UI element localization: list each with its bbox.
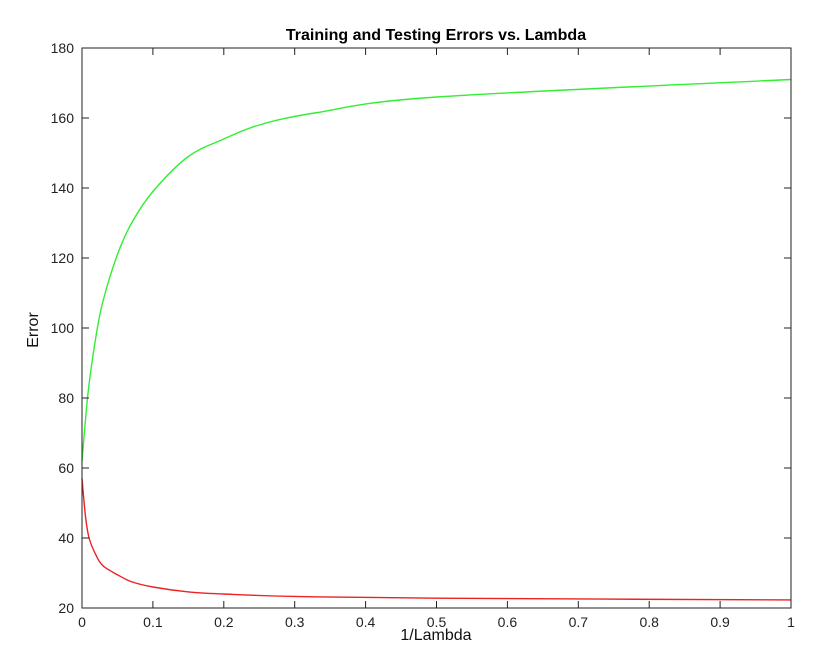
y-tick-label: 100 <box>51 320 75 336</box>
series-1-point <box>152 586 154 588</box>
x-tick-label: 0.1 <box>143 614 163 630</box>
x-tick-label: 0.6 <box>498 614 518 630</box>
x-tick-label: 0.4 <box>356 614 376 630</box>
y-tick-label: 160 <box>51 110 75 126</box>
series-0-point <box>116 253 119 256</box>
y-tick-label: 60 <box>58 460 74 476</box>
series-0-point <box>152 190 154 193</box>
x-tick-label: 0.9 <box>710 614 730 630</box>
x-tick-label: 0.2 <box>214 614 234 630</box>
x-tick-label: 0.8 <box>639 614 659 630</box>
axes-box <box>81 47 792 609</box>
series-0-point <box>223 138 225 140</box>
series-0-point <box>102 299 104 301</box>
x-tick-label: 0.3 <box>285 614 305 630</box>
ticks: 0 0.1 0.2 0.3 0.4 0.5 0.6 0.7 0.8 0.9 120406080100… <box>51 40 795 630</box>
y-tick-label: 40 <box>58 530 74 546</box>
chart-title: Training and Testing Errors vs. Lambda <box>286 27 586 44</box>
series-line-0 <box>81 78 792 462</box>
series-0-point <box>95 334 97 336</box>
y-tick-label: 20 <box>58 600 74 616</box>
series-0-point <box>435 96 438 98</box>
series-1-point <box>116 574 119 576</box>
series-1-point <box>95 554 97 557</box>
series-1-point <box>187 591 189 593</box>
series-line-1 <box>81 478 792 601</box>
series-1-point <box>131 581 133 583</box>
series-0-point <box>131 222 133 224</box>
x-tick-label: 0.7 <box>569 614 589 630</box>
series-1-point <box>435 597 438 599</box>
x-axis-label: 1/Lambda <box>400 627 471 644</box>
series-0-point <box>84 418 87 420</box>
x-tick-label: 0.5 <box>427 614 447 630</box>
y-tick-label: 140 <box>51 180 75 196</box>
plot-area <box>81 78 792 601</box>
series-0-point <box>315 112 317 114</box>
series-1-point <box>223 593 225 595</box>
series-0-point <box>258 124 260 126</box>
series-1-point <box>84 516 87 518</box>
y-tick-label: 120 <box>51 250 75 266</box>
y-axis-label: Error <box>25 312 42 348</box>
x-tick-label: 0 <box>78 614 86 630</box>
series-0-point <box>88 383 90 385</box>
series-1-point <box>102 565 104 567</box>
x-tick-label: 1 <box>787 614 795 630</box>
series-0-point <box>187 155 189 158</box>
y-tick-label: 80 <box>58 390 74 406</box>
series-1-point <box>294 595 296 598</box>
y-tick-label: 180 <box>51 40 75 56</box>
